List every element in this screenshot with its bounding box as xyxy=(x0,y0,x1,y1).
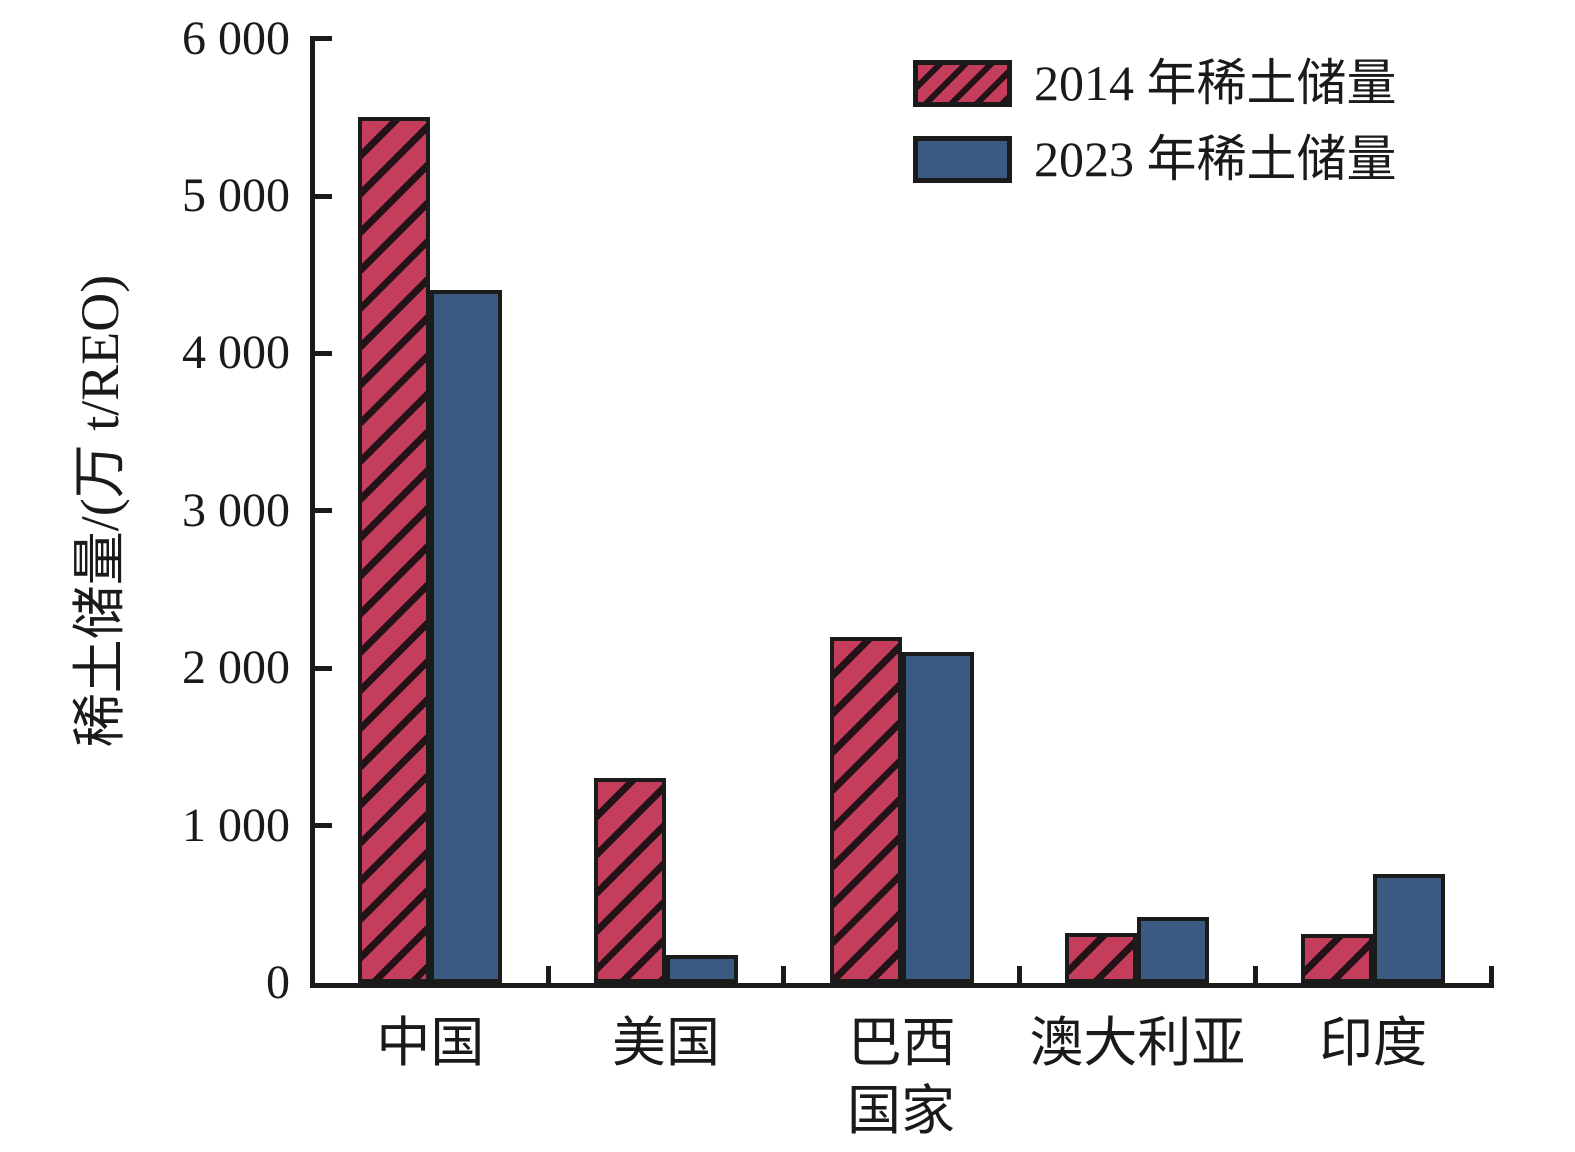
legend-swatch-2023-solid xyxy=(913,135,1012,183)
legend-item-2023: 2023 年稀土储量 xyxy=(913,133,1397,185)
bar-2023-brazil xyxy=(901,652,974,983)
y-tick-label-0: 0 xyxy=(266,956,290,1009)
legend-label-2014: 2014 年稀土储量 xyxy=(1034,55,1397,111)
y-tick-label-3000: 3 000 xyxy=(182,483,290,537)
x-category-label-china: 中国 xyxy=(376,1013,485,1073)
x-tick-2 xyxy=(781,966,787,983)
x-category-label-brazil: 巴西 xyxy=(847,1013,956,1073)
bar-2014-australia xyxy=(1065,932,1138,983)
y-tick-label-6000: 6 000 xyxy=(182,11,290,65)
legend-label-2023: 2023 年稀土储量 xyxy=(1034,131,1397,187)
y-tick-5000 xyxy=(312,193,332,199)
legend-swatch-2014-hatched xyxy=(913,59,1012,107)
bar-2014-india xyxy=(1301,934,1374,983)
bar-2023-india xyxy=(1373,874,1446,983)
y-tick-label-1000: 1 000 xyxy=(182,798,290,852)
x-tick-3 xyxy=(1017,966,1023,983)
x-category-label-australia: 澳大利亚 xyxy=(1029,1013,1246,1073)
x-tick-5 xyxy=(1488,966,1494,983)
y-tick-6000 xyxy=(312,36,332,42)
legend-item-2014: 2014 年稀土储量 xyxy=(913,57,1397,109)
bar-2023-usa xyxy=(666,954,739,983)
x-tick-4 xyxy=(1252,966,1258,983)
legend: 2014 年稀土储量 2023 年稀土储量 xyxy=(913,57,1397,209)
bar-2023-china xyxy=(430,290,503,983)
y-tick-label-4000: 4 000 xyxy=(182,326,290,380)
x-tick-1 xyxy=(545,966,551,983)
x-category-label-india: 印度 xyxy=(1319,1013,1428,1073)
y-tick-3000 xyxy=(312,508,332,514)
y-tick-2000 xyxy=(312,665,332,671)
x-category-label-usa: 美国 xyxy=(612,1013,721,1073)
x-axis-title: 国家 xyxy=(847,1081,955,1141)
bar-2014-usa xyxy=(594,778,667,983)
x-axis-line xyxy=(310,983,1494,988)
y-tick-4000 xyxy=(312,350,332,356)
bar-2023-australia xyxy=(1137,916,1210,983)
y-tick-label-2000: 2 000 xyxy=(182,641,290,695)
bar-2014-china xyxy=(358,117,431,983)
y-tick-label-5000: 5 000 xyxy=(182,169,290,222)
bar-2014-brazil xyxy=(829,636,902,983)
y-tick-1000 xyxy=(312,823,332,829)
